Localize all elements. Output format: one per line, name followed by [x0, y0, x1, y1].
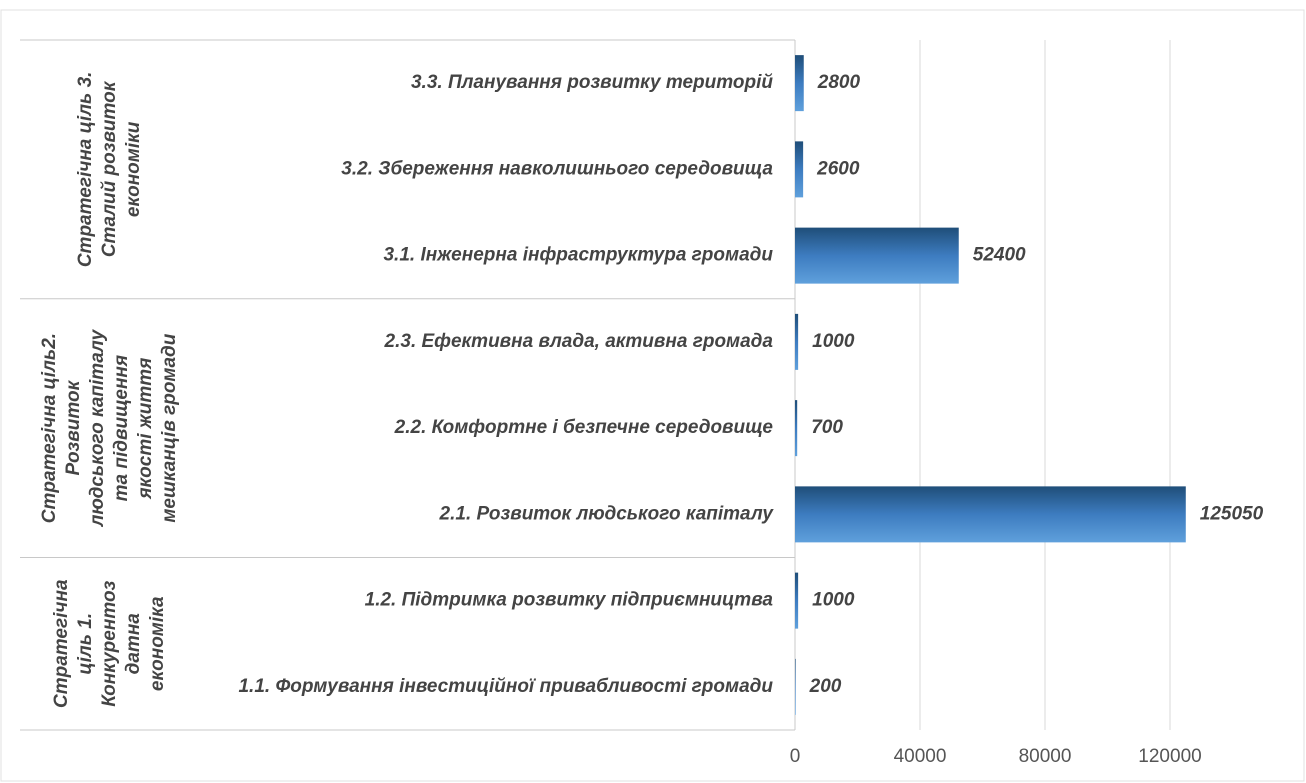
group-label: якості життя — [135, 358, 156, 500]
group-label: Стратегічна ціль2. — [39, 333, 60, 523]
bar — [795, 55, 804, 112]
category-label: 3.2. Збереження навколишнього середовища — [341, 158, 773, 179]
bar — [795, 658, 796, 715]
bar — [795, 572, 799, 629]
group-label: економіки — [123, 121, 144, 217]
group-label: економіка — [147, 596, 168, 691]
category-label: 3.1. Інженерна інфраструктура громади — [383, 245, 773, 266]
category-label: 2.3. Ефективна влада, активна громада — [384, 331, 774, 352]
category-label: 1.2. Підтримка розвитку підприємництва — [365, 590, 774, 611]
group-label: датна — [123, 613, 144, 675]
x-tick-label: 0 — [790, 746, 801, 767]
frame — [0, 9, 1305, 782]
group-label: Розвиток — [63, 379, 84, 475]
group-label: Стратегічна — [51, 579, 72, 708]
group-label: Сталий розвиток — [99, 80, 120, 257]
value-label: 200 — [809, 676, 842, 697]
value-label: 1000 — [812, 590, 855, 611]
group-label: Конкурентоз — [99, 580, 120, 706]
category-label: 1.1. Формування інвестиційної привабливо… — [238, 676, 773, 697]
value-label: 2600 — [816, 158, 860, 179]
group-label: та підвищення — [111, 355, 132, 501]
category-label: 2.1. Розвиток людського капіталу — [439, 503, 775, 524]
value-label: 2800 — [817, 72, 861, 93]
group-label: ціль 1. — [75, 613, 96, 675]
value-label: 52400 — [973, 245, 1026, 266]
bar — [795, 227, 959, 284]
value-label: 125050 — [1200, 503, 1264, 524]
category-label: 2.2. Комфортне і безпечне середовище — [394, 417, 774, 438]
bar — [795, 486, 1186, 543]
category-label: 3.3. Планування розвитку територій — [411, 72, 773, 93]
group-label: людського капіталу — [87, 328, 108, 527]
x-tick-label: 80000 — [1019, 746, 1072, 767]
group-label: Стратегічна ціль 3. — [75, 72, 96, 268]
bar — [795, 400, 798, 457]
value-label: 1000 — [812, 331, 855, 352]
x-tick-label: 40000 — [894, 746, 947, 767]
bar — [795, 141, 804, 198]
x-tick-label: 120000 — [1138, 746, 1201, 767]
bar — [795, 313, 799, 370]
value-label: 700 — [811, 417, 843, 438]
group-label: мешканців громади — [159, 333, 180, 522]
